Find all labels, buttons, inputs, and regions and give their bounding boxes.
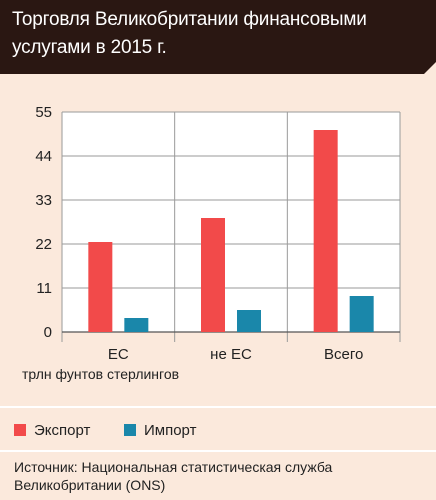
y-tick-label: 55: [35, 104, 52, 121]
source-note: Источник: Национальная статистическая сл…: [14, 459, 333, 493]
separator-top: [0, 406, 436, 408]
bar-import: [237, 310, 261, 332]
y-axis-unit-label: трлн фунтов стерлингов: [22, 366, 180, 382]
y-tick-label: 44: [35, 148, 52, 165]
plot-area: [62, 112, 400, 332]
y-tick-label: 11: [36, 280, 52, 297]
header-corner-notch: [424, 62, 436, 74]
bar-export: [201, 218, 225, 332]
y-tick-label: 22: [35, 236, 52, 253]
legend-item-export: Экспорт: [14, 422, 90, 439]
x-tick-label: Всего: [324, 346, 363, 363]
bar-export: [313, 130, 338, 332]
legend-label-export: Экспорт: [34, 422, 91, 439]
chart-title: Торговля Великобритании финансовыми услу…: [12, 9, 367, 58]
bar-import: [349, 296, 374, 332]
y-tick-label: 33: [35, 192, 52, 209]
separator-bottom: [0, 450, 436, 452]
legend-item-import: Импорт: [124, 422, 196, 439]
legend-swatch-export: [14, 424, 26, 436]
legend-label-import: Импорт: [144, 422, 197, 439]
x-tick-label: ЕС: [108, 346, 129, 363]
x-tick-label: не ЕС: [210, 346, 252, 363]
chart-header: Торговля Великобритании финансовыми услу…: [0, 0, 436, 74]
bar-import: [124, 318, 149, 332]
legend-swatch-import: [124, 424, 136, 436]
bar-export: [88, 242, 113, 332]
y-tick-label: 0: [44, 324, 52, 341]
